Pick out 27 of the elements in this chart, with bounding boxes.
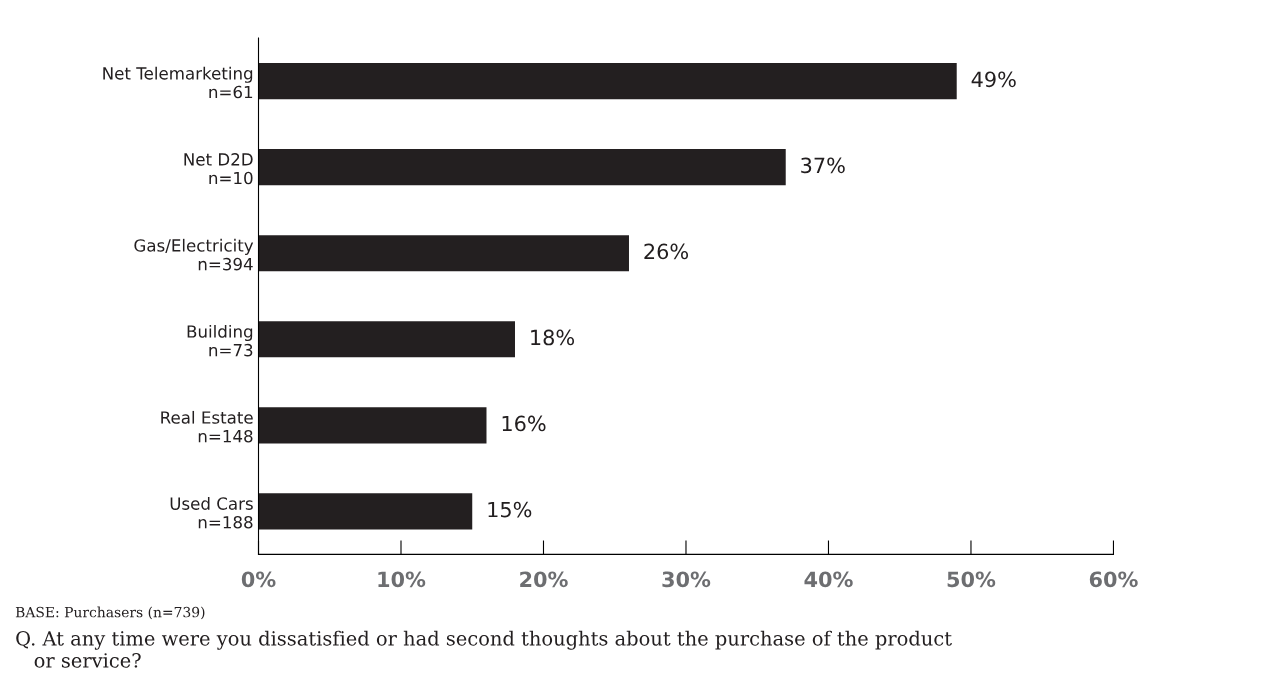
y-tick-label: Used Cars n=188	[170, 496, 253, 529]
x-tick-label: 60%	[1089, 571, 1138, 588]
x-tick-label: 40%	[804, 571, 853, 588]
bar	[258, 149, 786, 186]
x-tick-label: 0%	[241, 571, 276, 588]
bar	[258, 493, 473, 530]
y-tick-label: Real Estate n=148	[161, 410, 253, 443]
bar	[258, 321, 515, 358]
text: Q. At any time were you dissatisfied or had second thoughts about the purchase of the product or service?	[16, 630, 952, 668]
data-label: 15%	[488, 501, 532, 518]
y-tick-label: Net Telemarketing n=61	[103, 66, 253, 99]
data-label: 16%	[502, 415, 546, 432]
data-label: 37%	[801, 157, 845, 174]
x-tick-label: 20%	[520, 571, 568, 588]
data-label: 49%	[971, 71, 1016, 88]
data-label: 18%	[531, 329, 575, 346]
text: BASE: Purchasers (n=739)	[15, 606, 205, 620]
data-label: 26%	[644, 243, 689, 260]
bar	[258, 63, 957, 100]
bar	[258, 407, 487, 444]
y-tick-label: Net D2D n=10	[184, 153, 253, 185]
y-tick-label: Gas/Electricity n=394	[134, 238, 254, 271]
x-tick-label: 50%	[947, 571, 996, 588]
x-tick-label: 30%	[662, 571, 711, 588]
y-tick-label: Building n=73	[187, 324, 253, 357]
bar	[258, 235, 629, 272]
x-tick-label: 10%	[378, 571, 426, 588]
